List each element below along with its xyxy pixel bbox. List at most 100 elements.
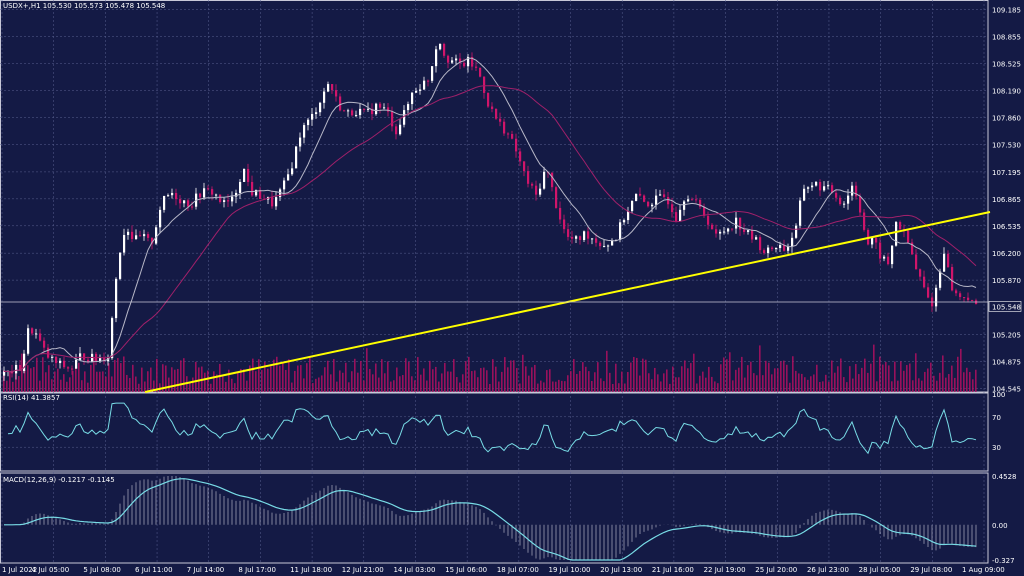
volume-bar — [465, 361, 467, 392]
volume-bar — [675, 377, 677, 392]
volume-bar — [480, 368, 482, 392]
candle-body — [483, 76, 486, 93]
macd-panel[interactable]: 0.4528 0.00 -0.327 — [4, 473, 1017, 565]
candle-body — [67, 367, 70, 369]
volume-bar — [504, 357, 506, 392]
volume-bar — [165, 365, 167, 392]
candle-body — [811, 185, 814, 188]
volume-bar — [426, 380, 428, 392]
candle-body — [959, 293, 962, 298]
volume-bar — [909, 363, 911, 392]
candle-body — [331, 84, 334, 91]
volume-bar — [309, 357, 311, 392]
price-tick-label: 106.200 — [992, 250, 1021, 258]
time-tick-label: 18 Jul 07:00 — [497, 566, 539, 574]
volume-bar — [333, 358, 335, 392]
candle-body — [47, 347, 50, 358]
candle-body — [299, 137, 302, 147]
time-tick-label: 5 Jul 08:00 — [83, 566, 121, 574]
volume-bar — [3, 370, 5, 392]
volume-bar — [924, 371, 926, 392]
volume-bar — [318, 377, 320, 392]
volume-bar — [567, 375, 569, 392]
candle-body — [367, 108, 370, 110]
volume-bar — [369, 368, 371, 392]
candle-body — [131, 231, 134, 240]
candle-body — [927, 287, 930, 298]
volume-bar — [261, 370, 263, 392]
volume-bar — [138, 383, 140, 392]
volume-bar — [555, 381, 557, 392]
volume-bar — [906, 365, 908, 392]
candle-body — [191, 206, 194, 208]
candle-body — [19, 364, 22, 371]
volume-bar — [75, 367, 77, 392]
candle-body — [59, 360, 62, 364]
volume-bar — [585, 366, 587, 392]
rsi-header: RSI(14) 41.3857 — [3, 394, 60, 402]
candle-body — [607, 245, 610, 247]
volume-bar — [144, 381, 146, 392]
candle-body — [739, 217, 742, 230]
volume-bar — [210, 383, 212, 392]
volume-bar — [483, 367, 485, 392]
candle-body — [875, 237, 878, 243]
candle-body — [635, 193, 638, 201]
volume-bar — [846, 382, 848, 392]
volume-bar — [753, 373, 755, 392]
candle-body — [207, 188, 210, 190]
candle-body — [915, 254, 918, 270]
volume-bar — [756, 375, 758, 392]
volume-bar — [747, 365, 749, 392]
volume-bar — [777, 368, 779, 392]
volume-bar — [627, 371, 629, 392]
volume-bar — [117, 358, 119, 392]
volume-bar — [360, 361, 362, 392]
price-tick-label: 108.190 — [992, 88, 1021, 96]
volume-bar — [27, 365, 29, 392]
volume-bar — [216, 374, 218, 392]
volume-bar — [732, 380, 734, 392]
candle-body — [583, 231, 586, 241]
volume-bar — [633, 356, 635, 392]
volume-bar — [273, 359, 275, 392]
candle-body — [163, 195, 166, 210]
volume-bar — [231, 378, 233, 392]
volume-bar — [90, 364, 92, 392]
volume-bar — [150, 367, 152, 392]
volume-bar — [528, 375, 530, 392]
volume-bar — [870, 363, 872, 392]
volume-bar — [912, 380, 914, 392]
candle-body — [747, 230, 750, 232]
candle-body — [715, 229, 718, 234]
rsi-panel[interactable]: 100 70 30 — [0, 391, 1005, 455]
candle-body — [435, 49, 438, 67]
volume-bar — [501, 371, 503, 392]
volume-bar — [831, 360, 833, 392]
volume-bar — [936, 380, 938, 392]
volume-bar — [321, 375, 323, 392]
candle-body — [87, 359, 90, 362]
volume-bar — [297, 365, 299, 392]
candle-body — [707, 215, 710, 225]
volume-bar — [615, 363, 617, 392]
candle-body — [247, 168, 250, 182]
volume-bar — [750, 361, 752, 392]
candle-body — [23, 353, 26, 371]
volume-bar — [408, 361, 410, 392]
volume-bar — [900, 361, 902, 392]
volume-bar — [81, 380, 83, 392]
volume-bar — [180, 360, 182, 392]
candle-body — [43, 340, 46, 348]
candle-body — [283, 180, 286, 190]
volume-bar — [630, 362, 632, 392]
candle-body — [803, 188, 806, 201]
candle-body — [183, 200, 186, 204]
candle-body — [431, 66, 434, 81]
candle-body — [827, 185, 830, 187]
volume-bar — [300, 365, 302, 392]
candle-body — [171, 192, 174, 196]
volume-bar — [813, 374, 815, 392]
